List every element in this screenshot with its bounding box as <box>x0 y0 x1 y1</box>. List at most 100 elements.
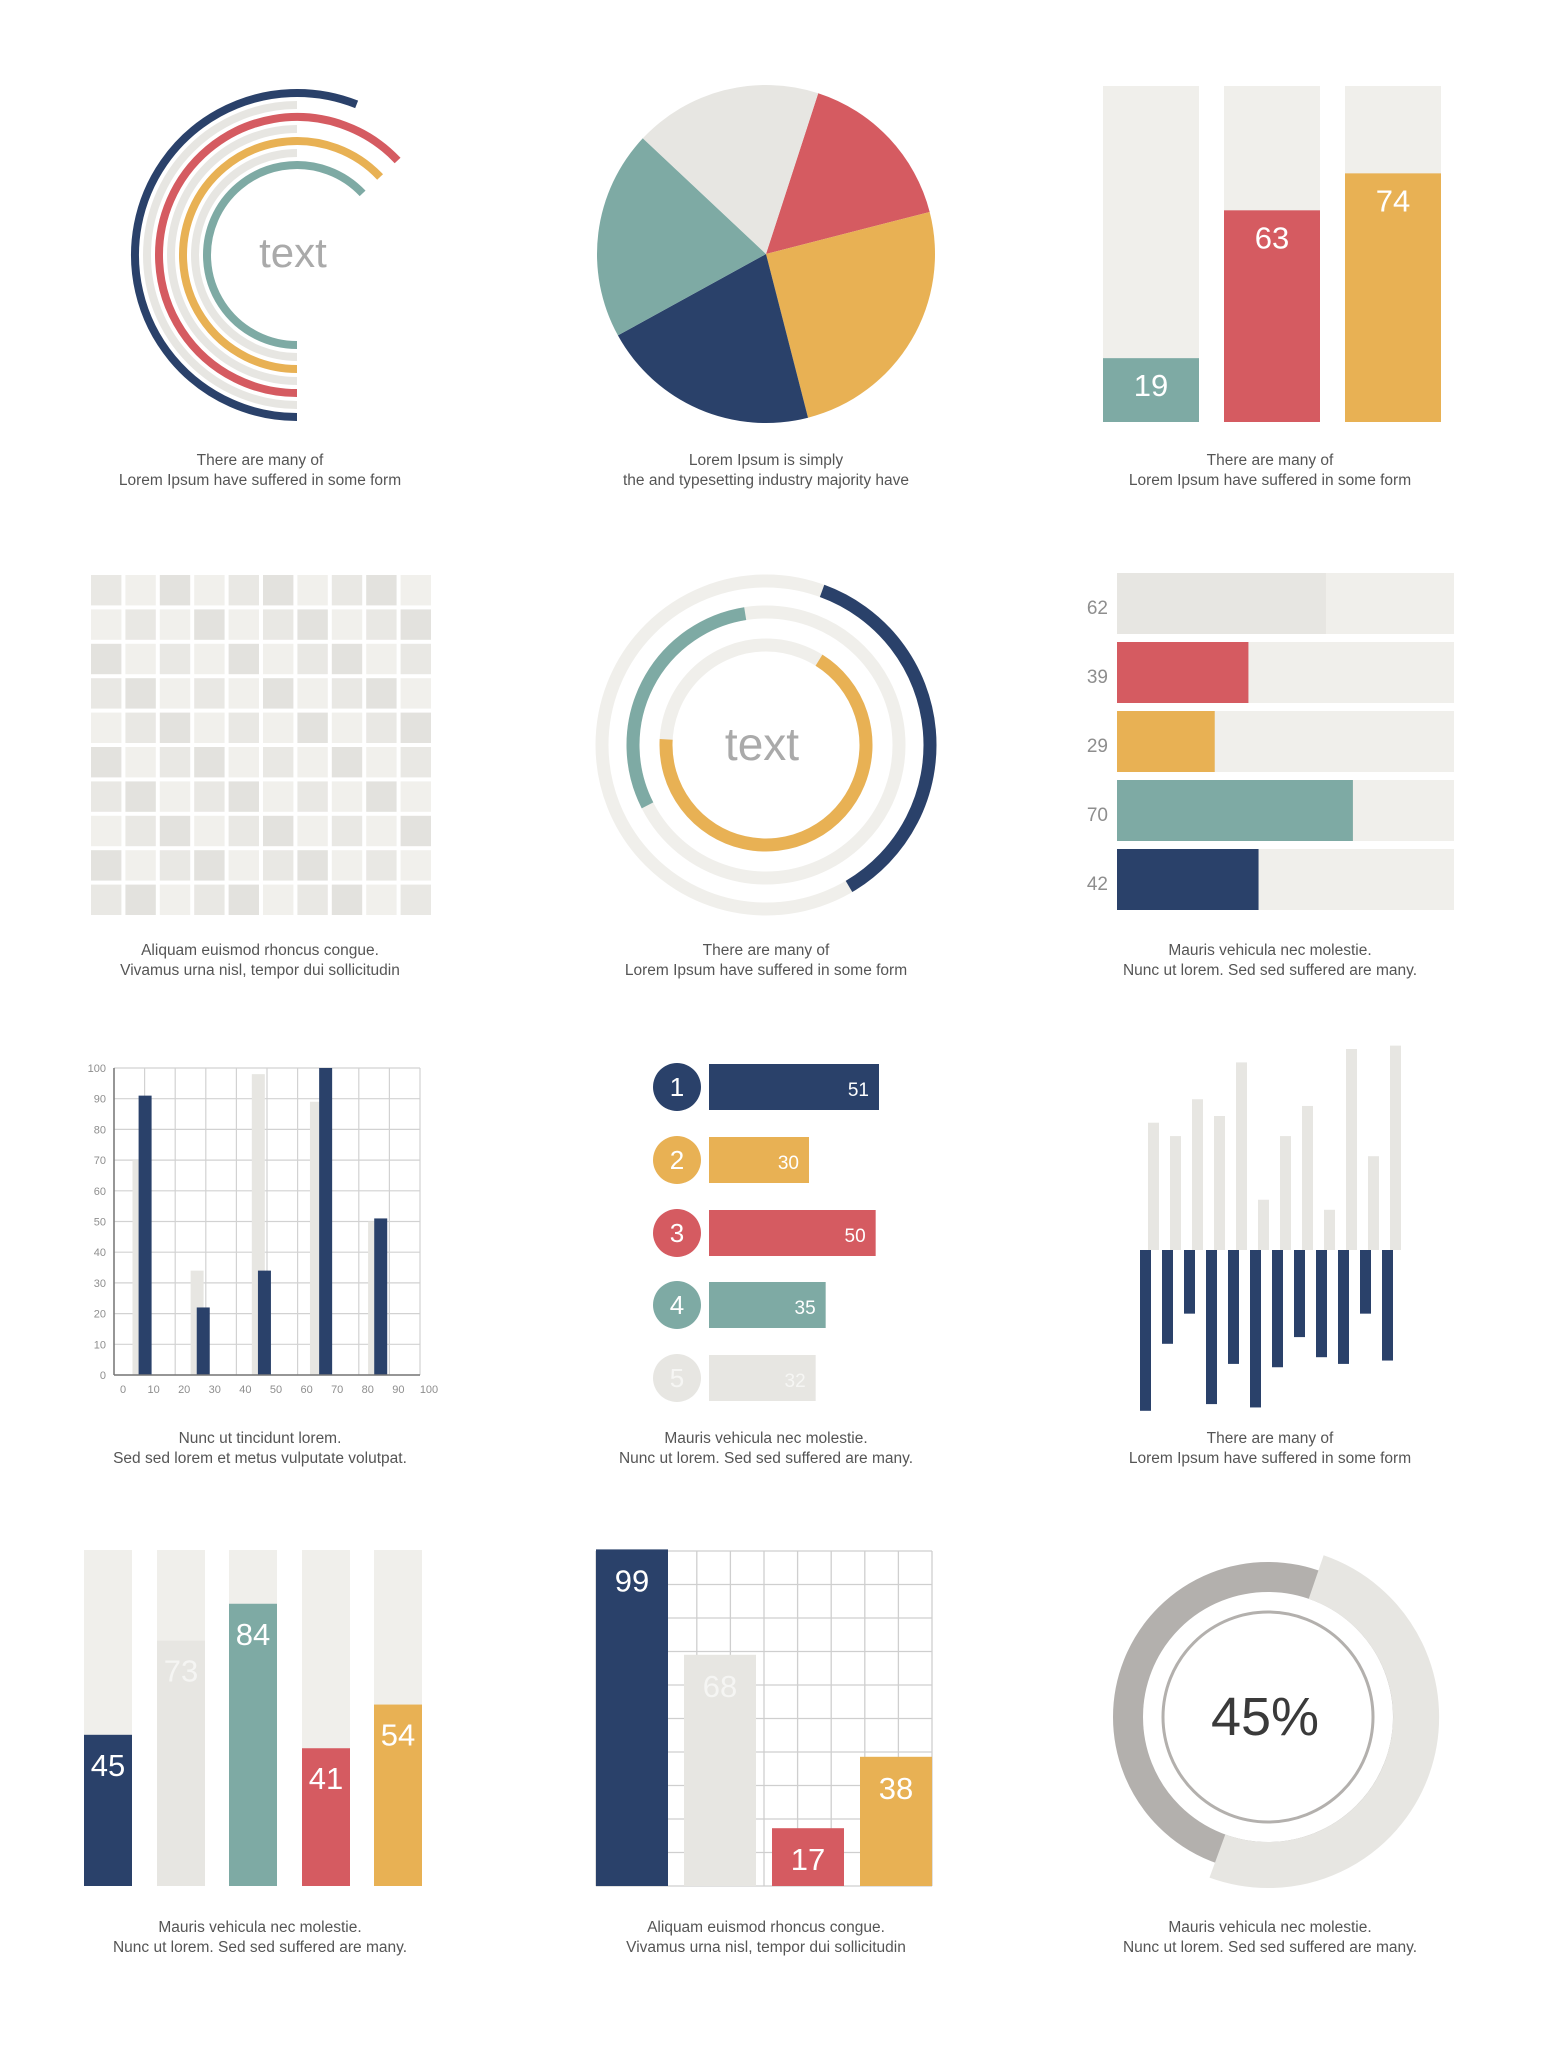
grid-cell <box>91 815 122 847</box>
grid-cell <box>91 850 122 881</box>
divergent-bar-1-4 <box>1214 1116 1225 1250</box>
hbar-2 <box>1117 642 1249 703</box>
divergent-bar-1-5 <box>1236 1062 1247 1250</box>
grid-cell <box>400 747 431 778</box>
gauge-percent-label: 45% <box>1211 1687 1319 1747</box>
arc-series-2 <box>143 101 298 409</box>
paired-ytick-100: 100 <box>88 1063 106 1075</box>
paired-ytick-30: 30 <box>94 1278 106 1290</box>
caption-c5-line-2: Lorem Ipsum have suffered in some form <box>625 962 907 979</box>
grid-cell <box>228 678 259 709</box>
caption-c4-line-2: Vivamus urna nisl, tempor dui sollicitud… <box>120 962 400 979</box>
paired-ytick-40: 40 <box>94 1247 106 1259</box>
vbar-label-3: 84 <box>236 1617 270 1652</box>
rank-bar-1 <box>709 1064 879 1110</box>
grid-cell <box>91 575 122 606</box>
grid-cell <box>297 850 328 881</box>
grid-cell <box>159 884 191 915</box>
paired-xtick-50: 50 <box>270 1384 282 1396</box>
divergent-bar-2-5 <box>1228 1250 1239 1364</box>
caption-c9-line-2: Lorem Ipsum have suffered in some form <box>1129 1450 1411 1467</box>
rank-bar-3 <box>709 1210 876 1256</box>
grid-cell <box>125 781 156 812</box>
ring-series-2 <box>626 607 747 809</box>
tallbar-label-3: 74 <box>1376 183 1410 218</box>
grid-cell <box>366 747 397 778</box>
grid-cell <box>194 884 225 915</box>
paired-ytick-80: 80 <box>94 1124 106 1136</box>
paired-bar-2-3 <box>257 1270 271 1375</box>
grid-cell <box>159 815 191 847</box>
arc-series-7 <box>203 161 366 349</box>
caption-c5-line-1: There are many of <box>703 942 830 959</box>
tallbar-label-1: 19 <box>1134 368 1168 403</box>
divergent-bar-2-9 <box>1316 1250 1327 1358</box>
grid-cell <box>159 850 191 881</box>
grid-cell <box>400 678 431 709</box>
hbar-1 <box>1117 573 1326 634</box>
caption-c3-line-2: Lorem Ipsum have suffered in some form <box>1129 472 1411 489</box>
rank-circle-4 <box>653 1281 701 1329</box>
pie-slice-4 <box>596 138 766 336</box>
divergent-bar-2-3 <box>1184 1250 1195 1314</box>
arc-series-4 <box>167 125 298 385</box>
arc-series-5 <box>179 137 384 373</box>
grid-cell <box>366 815 397 847</box>
grid-cell <box>194 815 225 847</box>
rank-number-4: 4 <box>670 1290 684 1320</box>
grid-cell <box>228 850 259 881</box>
paired-bar-2-1 <box>138 1095 152 1375</box>
grid-cell <box>331 643 363 675</box>
grid-cell <box>263 850 294 881</box>
rank-value-2: 30 <box>778 1153 799 1174</box>
grid-cell <box>331 678 363 709</box>
grid-cell <box>194 712 225 743</box>
grid-cell <box>91 781 122 812</box>
grid-cell <box>228 815 259 847</box>
caption-c2-line-2: the and typesetting industry majority ha… <box>623 472 909 489</box>
gridbar-1 <box>596 1549 668 1886</box>
grid-cell <box>228 884 259 915</box>
rank-circle-5 <box>653 1354 701 1402</box>
paired-ytick-60: 60 <box>94 1186 106 1198</box>
rank-value-3: 50 <box>845 1226 866 1247</box>
rank-number-2: 2 <box>670 1145 684 1175</box>
grid-cell <box>366 678 397 709</box>
grid-cell <box>331 850 363 881</box>
caption-c12-line-1: Mauris vehicula nec molestie. <box>1168 1919 1371 1936</box>
hbar-label-2: 39 <box>1087 667 1108 688</box>
rank-value-4: 35 <box>795 1298 816 1319</box>
grid-cell <box>263 643 294 675</box>
caption-c1-line-2: Lorem Ipsum have suffered in some form <box>119 472 401 489</box>
grid-cell <box>263 884 294 915</box>
caption-c3-line-1: There are many of <box>1207 452 1334 469</box>
arc-series-1 <box>130 89 359 421</box>
hbar-label-4: 70 <box>1087 805 1108 826</box>
caption-c1-line-1: There are many of <box>197 452 324 469</box>
paired-ytick-50: 50 <box>94 1217 106 1229</box>
paired-bar-2-2 <box>196 1307 210 1375</box>
grid-cell <box>228 609 259 640</box>
rank-bar-4 <box>709 1282 826 1328</box>
gridbar-4 <box>860 1756 932 1886</box>
grid-cell <box>400 815 431 847</box>
gauge-inner-ring <box>1161 1610 1375 1824</box>
grid-cell <box>263 575 294 606</box>
arc-center-label: text <box>259 229 327 276</box>
gauge-arc <box>1209 1555 1440 1889</box>
grid-cell <box>159 643 191 675</box>
grid-cell <box>400 850 431 881</box>
grid-cell <box>400 712 431 743</box>
grid-cell <box>331 712 363 743</box>
rank-circle-2 <box>653 1136 701 1184</box>
vbar-3 <box>229 1603 277 1886</box>
paired-xtick-20: 20 <box>178 1384 190 1396</box>
vbar-label-4: 41 <box>309 1761 343 1796</box>
paired-bar-2-4 <box>319 1068 333 1375</box>
grid-cell <box>125 609 156 640</box>
grid-cell <box>331 747 363 778</box>
grid-cell <box>228 781 259 812</box>
grid-cell <box>297 747 328 778</box>
caption-c9-line-1: There are many of <box>1207 1430 1334 1447</box>
divergent-bar-2-4 <box>1206 1250 1217 1405</box>
